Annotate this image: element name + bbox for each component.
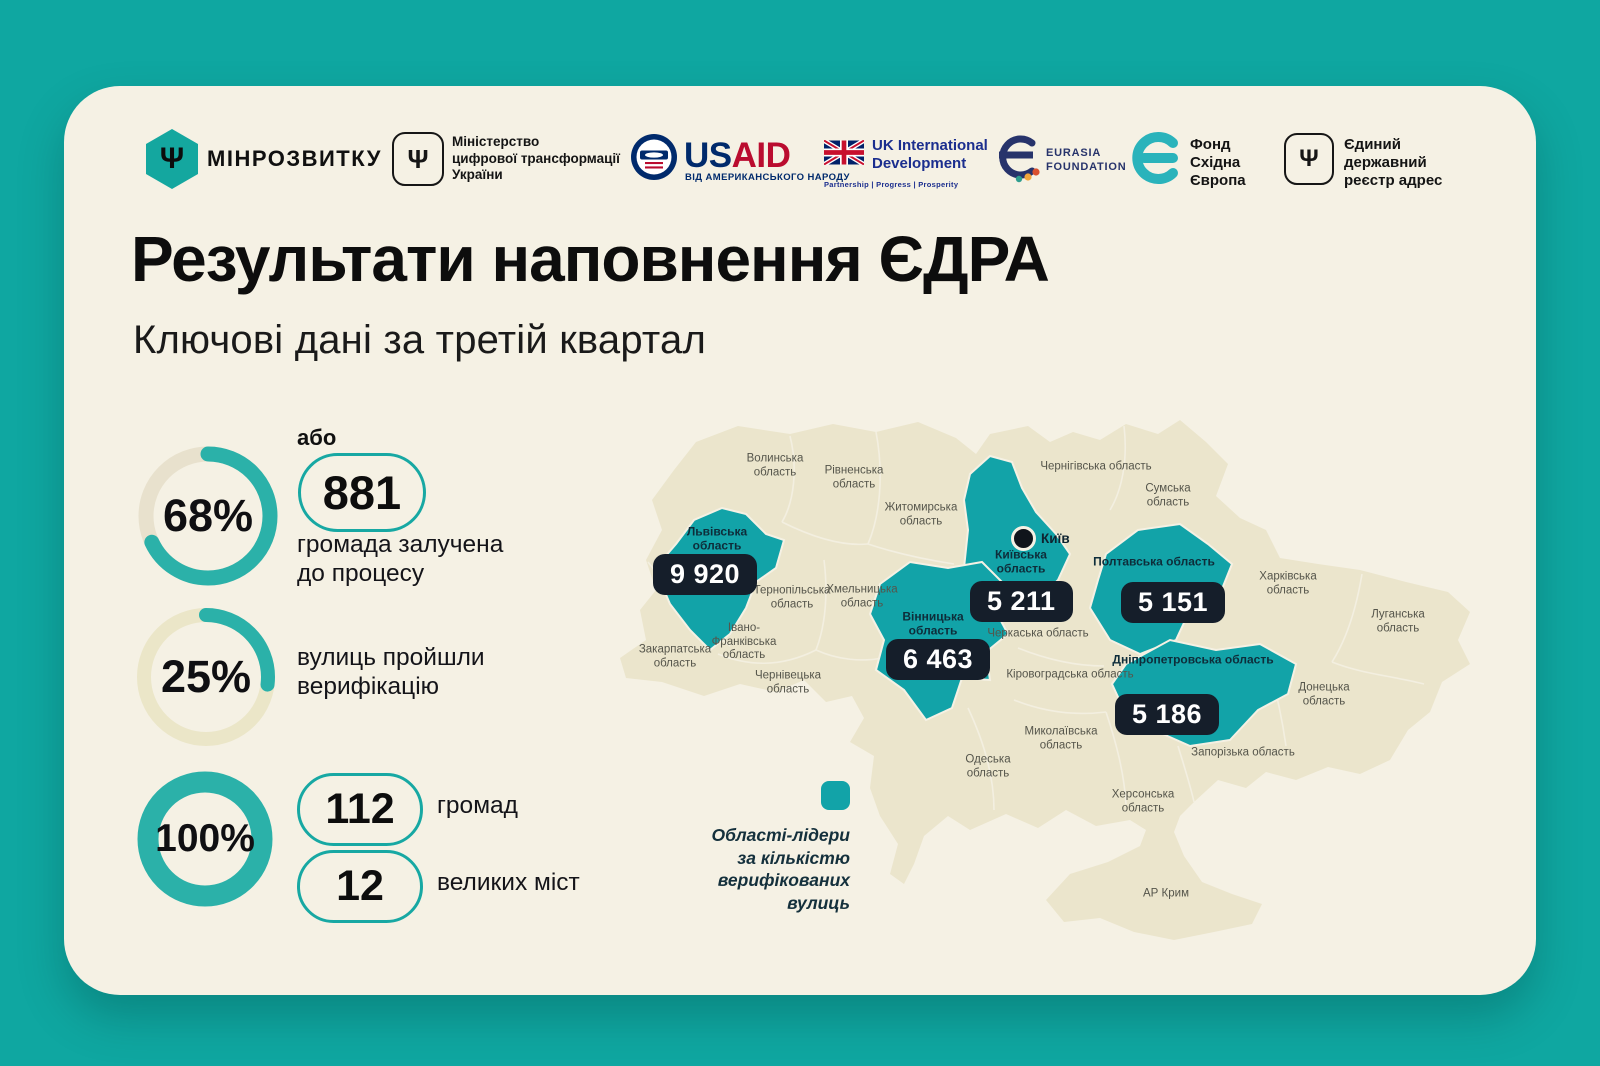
usaid-seal-icon	[630, 133, 678, 186]
map-label-luhansk: Луганська область	[1371, 608, 1425, 635]
map-label-cherkasy: Черкаська область	[987, 627, 1089, 640]
percent-68: 68%	[162, 490, 254, 541]
map-label-kharkiv: Харківська область	[1259, 570, 1317, 597]
map-label-zaporizhzhia: Запорізька область	[1191, 746, 1295, 759]
map-label-ivano-frankivsk: Івано- Франківська область	[711, 621, 777, 661]
map-label-lviv: Львівська область	[686, 524, 748, 552]
map-label-volyn: Волинська область	[746, 452, 804, 479]
uk-flag-icon	[822, 138, 866, 170]
percent-100: 100%	[155, 817, 255, 860]
stat-25-description: вулиць пройшли верифікацію	[297, 644, 485, 700]
map-label-odesa: Одеська область	[965, 753, 1011, 780]
or-label: або	[297, 425, 337, 450]
map-label-zhytomyr: Житомирська область	[884, 501, 958, 528]
badge-kyiv-oblast: 5 211	[970, 581, 1073, 622]
stat-68-description: громада залучена до процесу	[297, 531, 504, 587]
badge-vinnytsia: 6 463	[886, 639, 991, 680]
eurasia-logo-label: EURASIA FOUNDATION	[1046, 147, 1127, 173]
oblast-borders	[647, 425, 1425, 811]
map-label-krym: АР Крим	[1143, 887, 1189, 900]
map-label-rivne: Рівненська область	[824, 464, 884, 491]
fond-e-icon	[1128, 130, 1184, 191]
map-label-mykolaiv: Миколаївська область	[1024, 725, 1098, 752]
percent-25: 25%	[160, 651, 252, 702]
legend-swatch-icon	[821, 781, 850, 810]
usaid-tagline: ВІД АМЕРИКАНСЬКОГО НАРОДУ	[685, 172, 850, 183]
map-label-kyiv-oblast: Київська область	[995, 547, 1047, 575]
page-subtitle: Ключові дані за третій квартал	[133, 318, 706, 362]
stat-12-label: великих міст	[437, 869, 580, 896]
value-881-pill: 881	[298, 453, 426, 532]
map-label-dnipro: Дніпропетровська область	[1112, 652, 1274, 667]
mintsyfra-trident-icon: Ψ	[392, 132, 444, 186]
map-label-poltava: Полтавська область	[1093, 554, 1215, 569]
fond-logo-label: Фонд Східна Європа	[1190, 136, 1246, 189]
badge-lviv: 9 920	[653, 554, 758, 595]
ring-100: 100%	[129, 763, 281, 915]
minrozvytku-logo-label: МІНРОЗВИТКУ	[207, 146, 382, 171]
ukraine-map: Волинська область Рівненська область Жит…	[618, 412, 1503, 957]
value-12-pill: 12	[297, 850, 423, 923]
ring-25: 25%	[130, 601, 282, 753]
badge-dnipro: 5 186	[1115, 694, 1220, 735]
minrozvytku-trident-icon: Ψ	[146, 129, 198, 189]
stat-112-label: громад	[437, 792, 518, 819]
map-label-kirovohrad: Кіровоградська область	[1006, 668, 1134, 681]
map-label-zakarpattia: Закарпатська область	[638, 643, 712, 670]
usaid-aid: AID	[731, 136, 791, 175]
edr-trident-icon: Ψ	[1284, 133, 1334, 185]
mintsyfra-logo-label: Міністерство цифрової трансформації Укра…	[452, 134, 620, 182]
ring-68: 68%	[132, 440, 284, 592]
map-label-ternopil: Тернопільська область	[753, 584, 831, 611]
ukdev-logo-label: UK International Development	[872, 137, 988, 172]
usaid-logo-label: USAID	[684, 136, 791, 176]
ukraine-silhouette	[620, 420, 1470, 940]
map-label-donetsk: Донецька область	[1298, 681, 1350, 708]
badge-poltava: 5 151	[1121, 582, 1226, 623]
edr-logo-label: Єдиний державний реєстр адрес	[1344, 136, 1443, 189]
map-label-khmelnytskyi: Хмельницька область	[826, 583, 898, 610]
eurasia-e-icon	[992, 133, 1042, 190]
value-112-pill: 112	[297, 773, 423, 846]
ukdev-tagline: Partnership | Progress | Prosperity	[824, 180, 959, 189]
map-label-kherson: Херсонська область	[1111, 788, 1175, 815]
usaid-us: US	[684, 136, 732, 175]
legend-text: Області-лідери за кількістю верифіковани…	[711, 825, 851, 913]
page-title: Результати наповнення ЄДРА	[131, 223, 1050, 295]
kyiv-city-dot	[1011, 526, 1036, 551]
map-label-chernivtsi: Чернівецька область	[755, 669, 821, 696]
map-label-chernihiv: Чернігівська область	[1040, 460, 1152, 473]
map-label-sumy: Сумська область	[1145, 482, 1191, 509]
map-label-vinnytsia: Вінницька область	[902, 609, 964, 637]
kyiv-city-label: Київ	[1041, 531, 1070, 546]
